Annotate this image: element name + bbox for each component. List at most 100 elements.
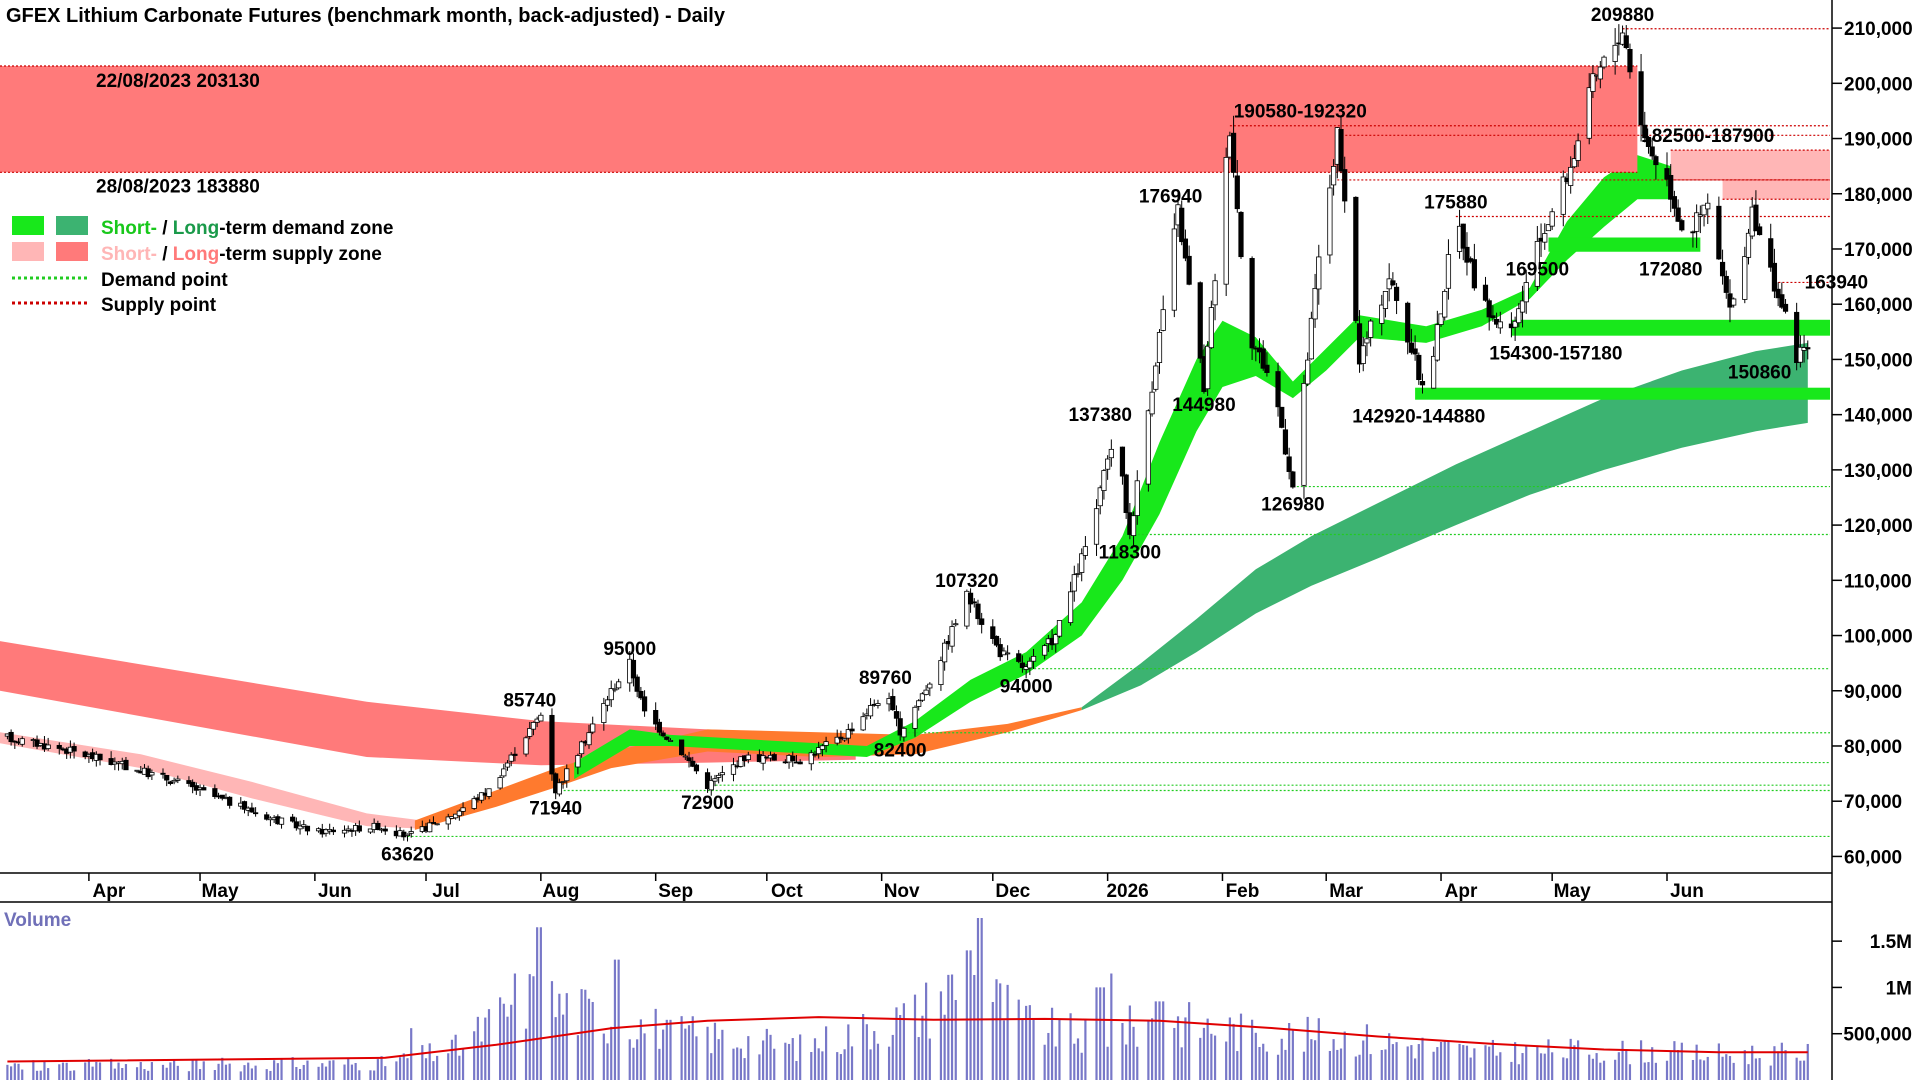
candle-body-281 [1460,223,1466,249]
candle-body-4 [19,738,25,745]
candle-body-238 [1234,175,1240,210]
short-term-supply-band [0,732,423,829]
candle-body-264 [1368,320,1374,338]
y-tick-label-0: 60,000 [1844,847,1902,868]
candle-body-99 [512,753,518,756]
candle-body-48 [249,807,255,813]
candle-body-286 [1486,300,1492,318]
price-label-16: 95000 [603,639,656,660]
price-label-5: 169500 [1506,260,1569,281]
supply-zone-label-bottom: 28/08/2023 183880 [96,176,260,197]
candle-body-324 [1679,220,1685,231]
candle-body-247 [1282,429,1289,455]
x-tick-label-1: May [202,881,239,902]
price-label-12: 137380 [1069,405,1132,426]
candle-body-196 [1019,662,1026,668]
candle-body-294 [1523,282,1529,303]
demand-zone-0 [1415,387,1830,400]
demand-zone-1 [1511,319,1830,336]
candle-body-24 [123,759,129,771]
candle-body-291 [1512,320,1518,328]
candle-body-123 [638,690,644,699]
price-label-11: 142920-144880 [1352,407,1485,428]
candle-body-105 [549,714,555,775]
candle-body-56 [293,821,299,829]
candle-body-124 [641,696,648,712]
candle-body-205 [1067,591,1074,623]
y-tick-label-12: 180,000 [1844,185,1913,206]
candle-body-325 [1690,231,1696,234]
candle-body-328 [1701,204,1707,216]
candle-body-274 [1419,381,1426,386]
candle-body-84 [434,823,440,826]
candle-body-255 [1327,187,1333,256]
candle-body-90 [471,798,477,809]
y-tick-label-3: 90,000 [1844,682,1902,703]
x-tick-label-6: Oct [771,881,803,902]
price-label-3: 176940 [1139,187,1202,208]
candle-body-125 [653,710,659,725]
candle-body-271 [1408,342,1414,353]
candle-body-50 [264,814,270,820]
y-tick-label-4: 100,000 [1844,627,1913,648]
candle-body-167 [867,705,874,717]
candle-body-134 [693,764,700,772]
candle-body-149 [771,754,777,761]
candle-body-176 [916,700,922,707]
candle-body-295 [1534,241,1540,287]
candle-body-171 [890,696,896,711]
candle-body-9 [45,744,51,749]
candle-body-265 [1379,304,1385,324]
price-label-17: 89760 [859,668,912,689]
candle-body-140 [730,764,737,775]
candle-body-42 [219,794,225,799]
candle-body-138 [716,774,722,778]
candle-body-309 [1601,56,1607,68]
candle-body-229 [1186,255,1192,285]
candle-body-210 [1093,508,1100,545]
y-tick-label-15: 210,000 [1844,19,1913,40]
candle-body-163 [845,729,851,739]
candle-body-69 [356,825,362,832]
candle-body-55 [290,816,296,822]
candle-body-273 [1416,354,1422,381]
candle-body-204 [1056,620,1063,637]
candle-body-10 [56,744,62,749]
long-term-demand-band [1081,342,1808,711]
candle-body-96 [501,768,507,777]
volume-title: Volume [4,910,71,931]
candle-body-122 [634,676,640,692]
price-label-2: 182500-187900 [1641,126,1774,147]
candle-body-235 [1223,157,1229,285]
candle-body-101 [527,728,533,737]
candle-body-114 [590,723,596,733]
legend-swatch-long-supply [56,242,88,261]
candle-body-313 [1623,35,1629,49]
y-tick-label-11: 170,000 [1844,240,1913,261]
legend-supply-zone: Short- / Long-term supply zone [101,244,382,265]
supply-zone-2 [1722,179,1830,200]
candle-body-225 [1171,228,1177,311]
x-tick-label-0: Apr [93,881,126,902]
y-tick-label-8: 140,000 [1844,406,1913,427]
candle-body-108 [560,781,566,783]
candle-body-98 [508,754,514,762]
y-tick-label-6: 120,000 [1844,516,1913,537]
zone-bands [0,155,1808,830]
candle-body-317 [1645,136,1652,147]
x-tick-label-2: Jun [318,881,352,902]
candle-body-137 [712,778,718,782]
legend-swatch-long-demand [56,216,88,235]
candle-body-213 [1105,458,1111,470]
candle-body-89 [460,807,466,812]
candle-body-209 [1082,546,1089,556]
price-label-14: 118300 [1099,542,1161,563]
candle-body-287 [1490,315,1496,319]
candle-body-157 [816,747,822,755]
candle-body-58 [301,824,307,827]
candle-body-128 [664,736,670,740]
candle-body-343 [1779,294,1785,308]
candle-body-316 [1642,124,1648,139]
candle-body-215 [1119,446,1126,477]
price-label-8: 154300-157180 [1489,344,1622,365]
